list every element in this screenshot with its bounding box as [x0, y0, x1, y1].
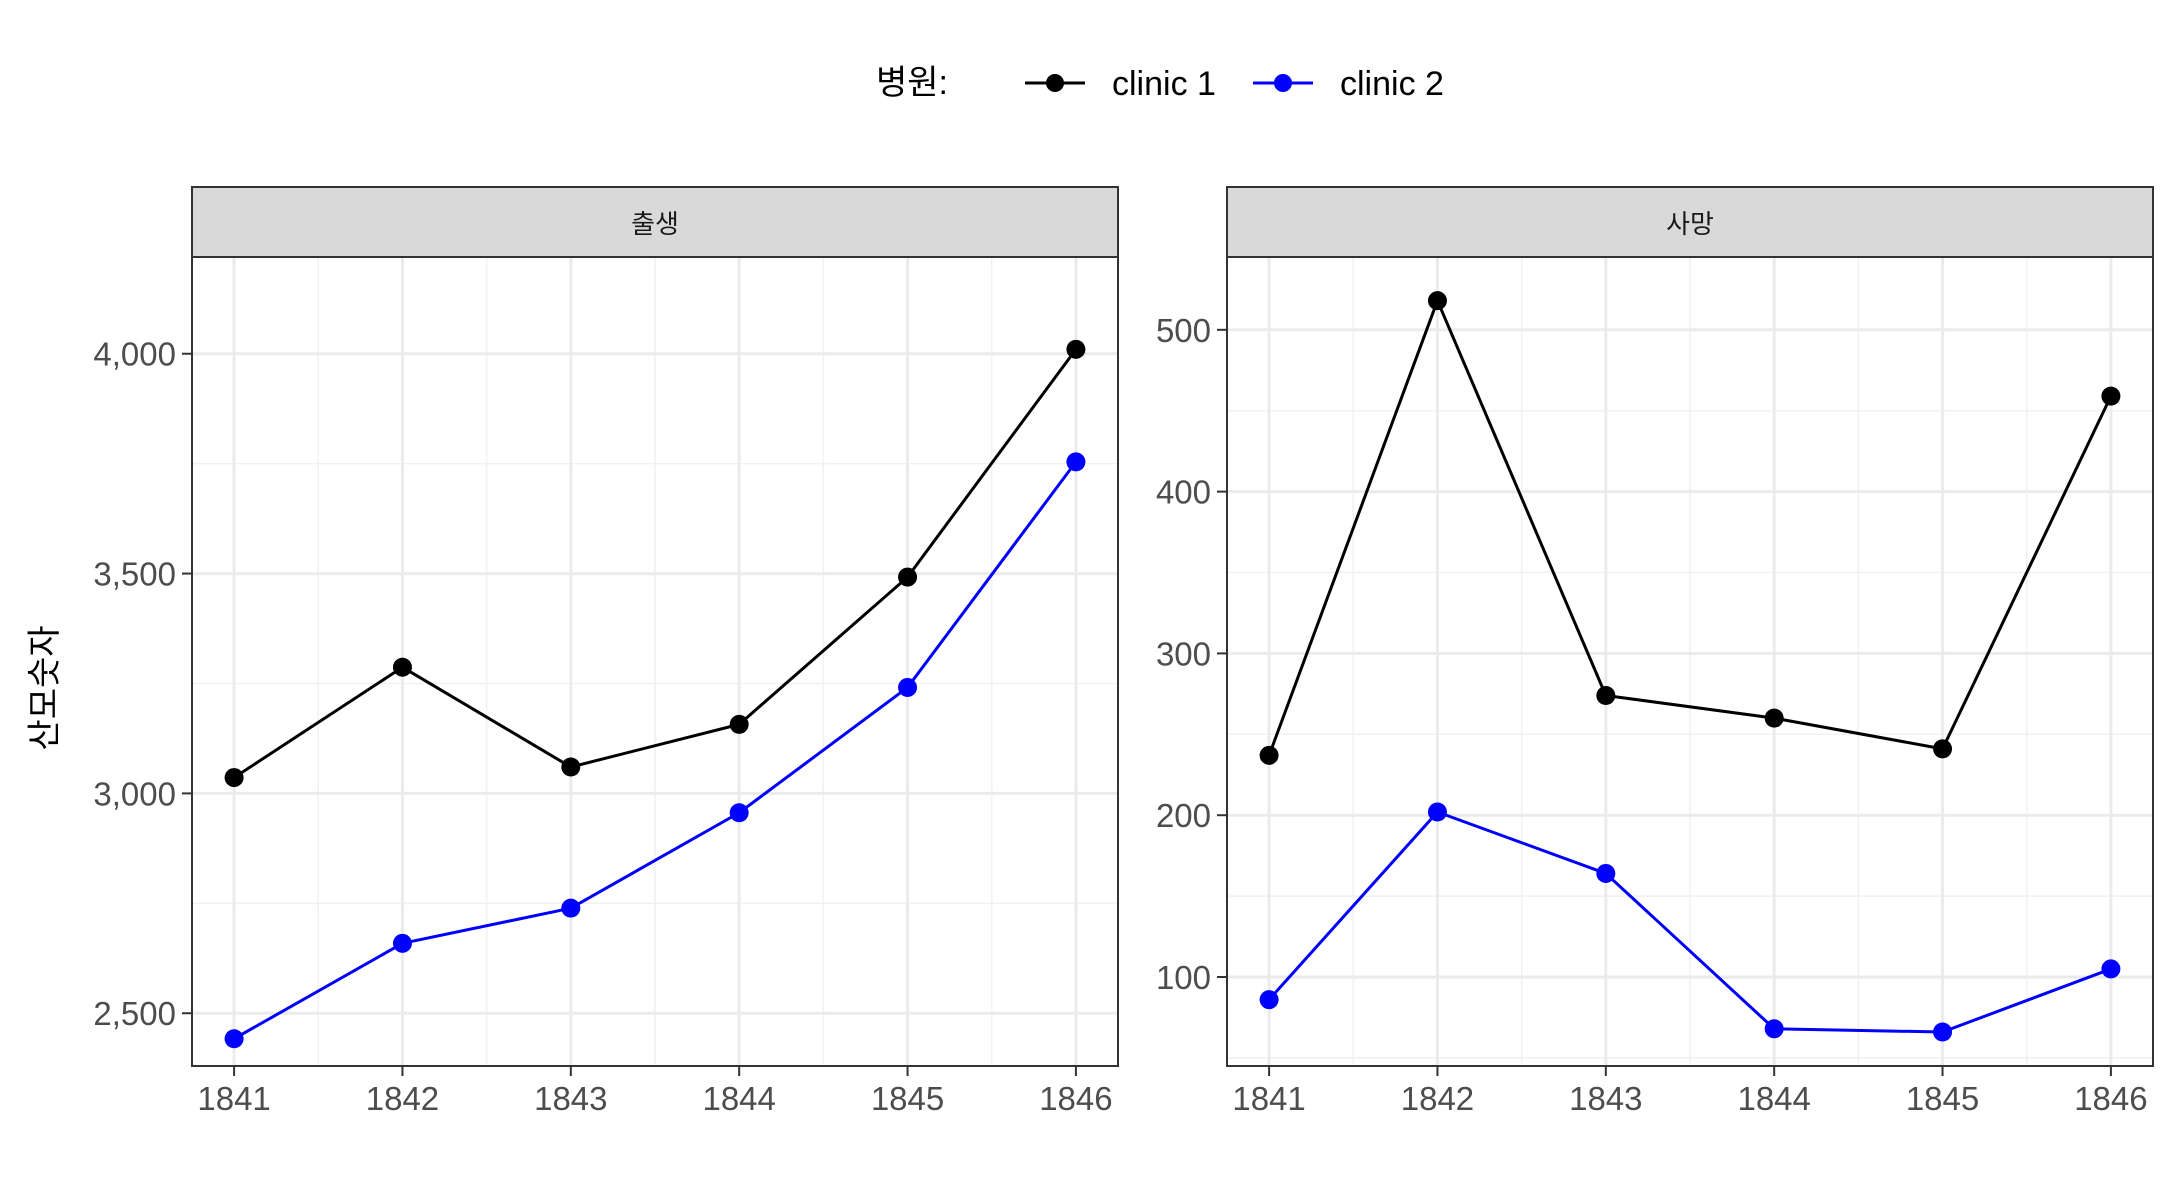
series-line	[1267, 810, 2112, 1034]
x-axis: 1841 1842 1843 1844 1845 1846	[1232, 1066, 2148, 1117]
data-point	[1933, 1022, 1953, 1042]
series-clinic-2	[224, 452, 1086, 1049]
legend-key-point-clinic-1	[1046, 74, 1064, 92]
series-clinic-2	[1259, 802, 2121, 1042]
x-tick-label: 1845	[871, 1080, 944, 1117]
minor-gridlines	[1227, 257, 2153, 1066]
data-point	[2101, 959, 2121, 979]
series-layer	[1259, 291, 2121, 1042]
strip-label: 사망	[1666, 209, 1714, 239]
data-point	[1427, 802, 1447, 822]
legend-label-clinic-1: clinic 1	[1112, 65, 1216, 103]
x-tick-label: 1842	[1401, 1080, 1474, 1117]
y-tick-label: 200	[1156, 797, 1211, 834]
x-tick-label: 1846	[2074, 1080, 2147, 1117]
x-axis: 1841 1842 1843 1844 1845 1846	[197, 1066, 1113, 1117]
x-tick-label: 1844	[1737, 1080, 1810, 1117]
y-axis-title: 산모숫자	[26, 625, 64, 750]
series-layer	[224, 339, 1086, 1049]
x-tick-label: 1843	[1569, 1080, 1642, 1117]
data-point	[224, 768, 244, 788]
data-point	[392, 657, 412, 677]
legend-title: 병원:	[876, 64, 948, 102]
panel-births: 출생 2,500 3,000 3,500 4,000 1841 1842 1843 1844…	[93, 186, 1119, 1117]
series-line	[233, 348, 1078, 779]
data-point	[1596, 685, 1616, 705]
y-tick-label: 3,500	[93, 556, 176, 593]
y-axis: 2,500 3,000 3,500 4,000	[93, 336, 192, 1032]
data-point	[1933, 739, 1953, 759]
y-tick-label: 400	[1156, 474, 1211, 511]
y-tick-label: 4,000	[93, 336, 176, 373]
x-tick-label: 1841	[197, 1080, 270, 1117]
major-gridlines	[1227, 257, 2153, 1066]
x-tick-label: 1846	[1039, 1080, 1112, 1117]
legend-key-point-clinic-2	[1274, 74, 1292, 92]
x-tick-label: 1842	[366, 1080, 439, 1117]
data-point	[1427, 291, 1447, 311]
y-tick-label: 100	[1156, 959, 1211, 996]
legend-label-clinic-2: clinic 2	[1340, 65, 1444, 103]
x-tick-label: 1844	[702, 1080, 775, 1117]
data-point	[1066, 452, 1086, 472]
x-tick-label: 1841	[1232, 1080, 1305, 1117]
strip-background	[191, 186, 1119, 258]
legend: 병원: clinic 1 clinic 2	[876, 64, 1444, 103]
data-point	[729, 714, 749, 734]
data-point	[2101, 386, 2121, 406]
data-point	[1764, 708, 1784, 728]
data-point	[729, 803, 749, 823]
y-tick-label: 300	[1156, 635, 1211, 672]
series-line	[233, 460, 1078, 1041]
minor-gridlines	[192, 257, 1118, 1066]
data-point	[1259, 990, 1279, 1010]
data-point	[898, 567, 918, 587]
data-point	[561, 898, 581, 918]
major-gridlines	[192, 257, 1118, 1066]
data-point	[392, 933, 412, 953]
data-point	[224, 1029, 244, 1049]
data-point	[1259, 745, 1279, 765]
x-tick-label: 1843	[534, 1080, 607, 1117]
x-tick-label: 1845	[1906, 1080, 1979, 1117]
y-tick-label: 2,500	[93, 995, 176, 1032]
data-point	[1596, 863, 1616, 883]
series-clinic-1	[1259, 291, 2121, 765]
series-line	[1267, 299, 2113, 756]
data-point	[561, 757, 581, 777]
y-tick-label: 500	[1156, 312, 1211, 349]
data-point	[1066, 339, 1086, 359]
strip-background	[1226, 186, 2154, 258]
data-point	[1764, 1019, 1784, 1039]
y-tick-label: 3,000	[93, 775, 176, 812]
y-axis: 100 200 300 400 500	[1156, 312, 1227, 996]
data-point	[898, 677, 918, 697]
series-clinic-1	[224, 339, 1086, 788]
strip-label: 출생	[631, 209, 679, 239]
